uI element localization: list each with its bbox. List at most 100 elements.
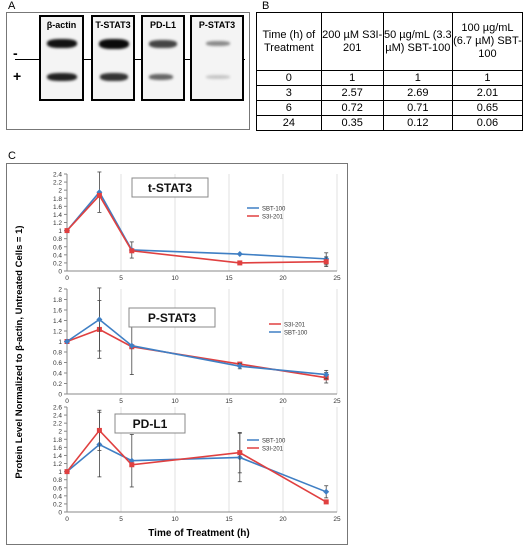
table-cell: 0.35 [320,115,384,131]
table-cell: 2.57 [320,85,384,101]
table-cell: 2.69 [382,85,453,101]
header-time: Time (h) of Treatment [256,12,322,71]
x-tick-label: 5 [119,516,123,523]
legend-label: SBT-100 [262,439,286,445]
blot-name-p-stat3: P-STAT3 [198,20,236,30]
y-tick-label: 1.4 [53,318,62,325]
chart-t-stat3: 0 0.20.40.60.811.21.41.61.822.22.4 0 5 10 15 2… [53,172,341,283]
x-tick-label: 0 [65,398,69,405]
chart-title-box [114,413,186,434]
x-tick-label: 0 [65,275,69,282]
chart-p-stat3: 00.20.40.60.811.21.41.61.820 5 10 15 20 25S3I… [53,287,341,406]
x-tick-label: 10 [171,398,179,405]
y-tick-label: 0.4 [53,371,62,378]
y-tick-label: 1 [58,339,62,346]
table-row: 3 2.57 2.69 2.01 [256,85,524,101]
table-cell: 2.01 [451,85,524,101]
data-point [64,469,70,475]
data-point [96,427,102,433]
chart-title-box [128,307,216,328]
x-tick-label: 15 [225,275,233,282]
table-cell: 3 [256,85,322,101]
blot-name-pd-l1: PD-L1 [149,20,176,30]
table-cell: 1 [320,70,384,86]
y-tick-label: 2.4 [53,413,62,420]
band-beta-actin-treated [47,73,77,81]
table-cell: 0.06 [451,115,524,131]
chart-pd-l1: 0 0.20.40.60.811.21.41.61.822.22.42.6 0 5 10… [53,405,341,524]
y-tick-label: 2 [58,188,62,195]
legend-label: SBT-100 [284,331,308,337]
panel-c-frame: Protein Level Normalized to β-actin, Unt… [6,163,348,545]
data-point [64,338,70,345]
y-tick-label: 1.2 [53,329,62,336]
y-tick-label: 1.6 [53,308,62,315]
table-cell: 24 [256,115,322,131]
x-tick-label: 5 [119,398,123,405]
header-sbt-100-50: 50 µg/mL (3.3 µM) SBT-100 [382,12,453,71]
y-tick-label: 2.4 [53,172,62,179]
data-point [237,450,243,456]
x-tick-label: 10 [171,516,179,523]
table-cell: 6 [256,100,322,116]
table-row: 0 1 1 1 [256,70,524,86]
treatment-table: Time (h) of Treatment 200 µM S3I-201 50 … [256,12,524,131]
x-tick-label: 5 [119,275,123,282]
chart-title: t-STAT3 [148,181,193,195]
y-tick-label: 1.8 [53,196,62,203]
y-tick-label: 1 [58,228,62,235]
band-t-stat3-treated [100,73,128,81]
panel-c-label: C [8,150,16,162]
data-point [323,259,329,265]
panel-a-label: A [8,0,16,12]
y-tick-label: 2 [58,287,62,294]
data-point [236,363,243,370]
legend-label: SBT-100 [262,207,286,213]
blot-t-stat3: T-STAT3 [91,15,135,101]
y-tick-label: 1.8 [53,297,62,304]
table-cell: 0.72 [320,100,384,116]
data-point [323,488,330,495]
series-line-s3i-201 [66,429,327,503]
header-s3i-201: 200 µM S3I-201 [320,12,384,71]
y-tick-label: 1.2 [53,461,62,468]
y-axis-label: Protein Level Normalized to β-actin, Unt… [14,225,25,478]
y-tick-label: 0.6 [53,244,62,251]
y-tick-label: 0 [58,510,62,517]
data-point [128,342,135,349]
chart-title: PD-L1 [133,417,168,431]
chart-title: P-STAT3 [148,311,197,325]
panel-b-label: B [262,0,270,12]
y-tick-label: 0 [58,392,62,399]
band-t-stat3-untreated [99,39,129,49]
blot-p-stat3: P-STAT3 [190,15,244,101]
x-tick-label: 25 [333,516,341,523]
y-tick-label: 1.2 [53,220,62,227]
x-tick-label: 20 [279,516,287,523]
data-point [237,260,243,266]
y-tick-label: 1.6 [53,445,62,452]
y-tick-label: 0.8 [53,236,62,243]
y-tick-label: 1 [58,469,62,476]
y-tick-label: 0.4 [53,252,62,259]
y-tick-label: 1.6 [53,204,62,211]
y-tick-label: 0.8 [53,477,62,484]
y-tick-label: 0.8 [53,350,62,357]
series-line-sbt-100 [66,190,327,260]
x-tick-label: 20 [279,398,287,405]
header-sbt-100-100: 100 µg/mL (6.7 µM) SBT-100 [451,12,524,71]
panel-a-frame: - + β-actin T-STAT3 PD-L1 P-STAT3 [6,12,250,130]
y-tick-label: 0.6 [53,485,62,492]
y-tick-label: 2 [58,429,62,436]
blot-pd-l1: PD-L1 [141,15,185,101]
x-axis-label: Time of Treatment (h) [148,528,250,539]
y-tick-label: 1.4 [53,453,62,460]
blot-beta-actin: β-actin [39,15,84,101]
y-tick-label: 0 [58,269,62,276]
y-tick-label: 0.2 [53,381,62,388]
minus-sign: - [13,45,18,61]
y-tick-label: 0.4 [53,493,62,500]
band-p-stat3-untreated [206,41,230,46]
x-tick-label: 15 [225,516,233,523]
band-pd-l1-treated [149,74,173,80]
